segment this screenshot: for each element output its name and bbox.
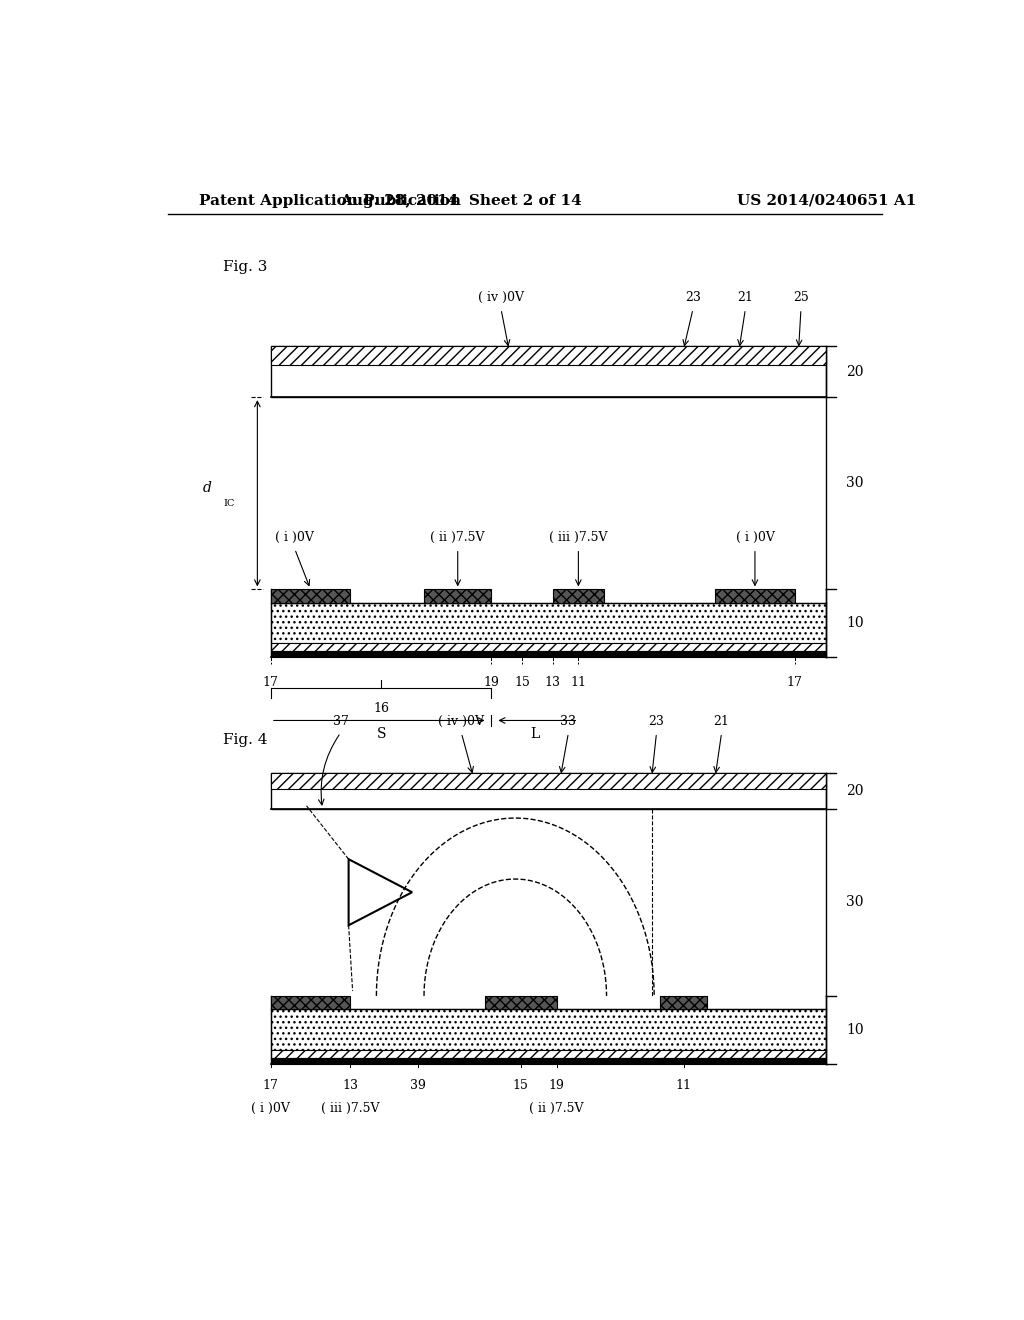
Text: 19: 19	[549, 1080, 564, 1092]
Text: ( iv )0V: ( iv )0V	[478, 290, 524, 304]
Text: 13: 13	[545, 676, 560, 689]
Text: 20: 20	[846, 784, 863, 799]
Bar	[270, 602, 826, 643]
Bar	[270, 774, 826, 788]
Text: 37: 37	[333, 714, 348, 727]
Bar	[270, 1049, 826, 1057]
Text: 13: 13	[342, 1080, 358, 1092]
Text: 17: 17	[786, 676, 803, 689]
Text: 25: 25	[794, 290, 809, 304]
Bar	[485, 995, 557, 1008]
Text: US 2014/0240651 A1: US 2014/0240651 A1	[736, 194, 916, 209]
Text: 21: 21	[737, 290, 754, 304]
Text: Aug. 28, 2014  Sheet 2 of 14: Aug. 28, 2014 Sheet 2 of 14	[340, 194, 583, 209]
Text: 21: 21	[714, 714, 729, 727]
Text: 30: 30	[846, 477, 863, 490]
Text: ( ii )7.5V: ( ii )7.5V	[529, 1102, 584, 1114]
Text: 30: 30	[846, 895, 863, 909]
Text: 11: 11	[570, 676, 587, 689]
Text: ( iii )7.5V: ( iii )7.5V	[321, 1102, 380, 1114]
Text: ( i )0V: ( i )0V	[275, 531, 314, 544]
Bar	[270, 589, 350, 602]
Bar	[715, 589, 795, 602]
Text: ( ii )7.5V: ( ii )7.5V	[430, 531, 485, 544]
Text: L: L	[530, 726, 540, 741]
Text: 15: 15	[514, 676, 530, 689]
Bar	[659, 995, 708, 1008]
Bar	[270, 1057, 826, 1064]
Bar	[270, 774, 826, 809]
Text: 20: 20	[846, 364, 863, 379]
Bar	[270, 346, 826, 397]
Text: 15: 15	[513, 1080, 528, 1092]
Bar	[553, 589, 604, 602]
Text: Fig. 3: Fig. 3	[223, 260, 267, 275]
Text: d: d	[203, 482, 212, 495]
Text: ( iv )0V: ( iv )0V	[438, 714, 484, 727]
Text: 16: 16	[373, 702, 389, 715]
Text: ( i )0V: ( i )0V	[252, 1102, 290, 1114]
Text: 23: 23	[648, 714, 665, 727]
Text: 19: 19	[483, 676, 500, 689]
Text: 33: 33	[560, 714, 577, 727]
Text: ( i )0V: ( i )0V	[735, 531, 774, 544]
Text: 11: 11	[676, 1080, 691, 1092]
Text: 39: 39	[410, 1080, 426, 1092]
Bar	[270, 1008, 826, 1049]
Text: Fig. 4: Fig. 4	[223, 733, 267, 747]
Text: S: S	[377, 726, 386, 741]
Bar	[270, 651, 826, 657]
Text: 17: 17	[263, 1080, 279, 1092]
Text: IC: IC	[223, 499, 234, 508]
Bar	[270, 995, 350, 1008]
Text: 10: 10	[846, 616, 864, 631]
Text: 10: 10	[846, 1023, 864, 1038]
Bar	[270, 643, 826, 651]
Text: 23: 23	[685, 290, 701, 304]
Text: Patent Application Publication: Patent Application Publication	[200, 194, 462, 209]
Bar	[270, 346, 826, 364]
Text: ( iii )7.5V: ( iii )7.5V	[549, 531, 607, 544]
Bar	[424, 589, 492, 602]
Text: 17: 17	[263, 676, 279, 689]
